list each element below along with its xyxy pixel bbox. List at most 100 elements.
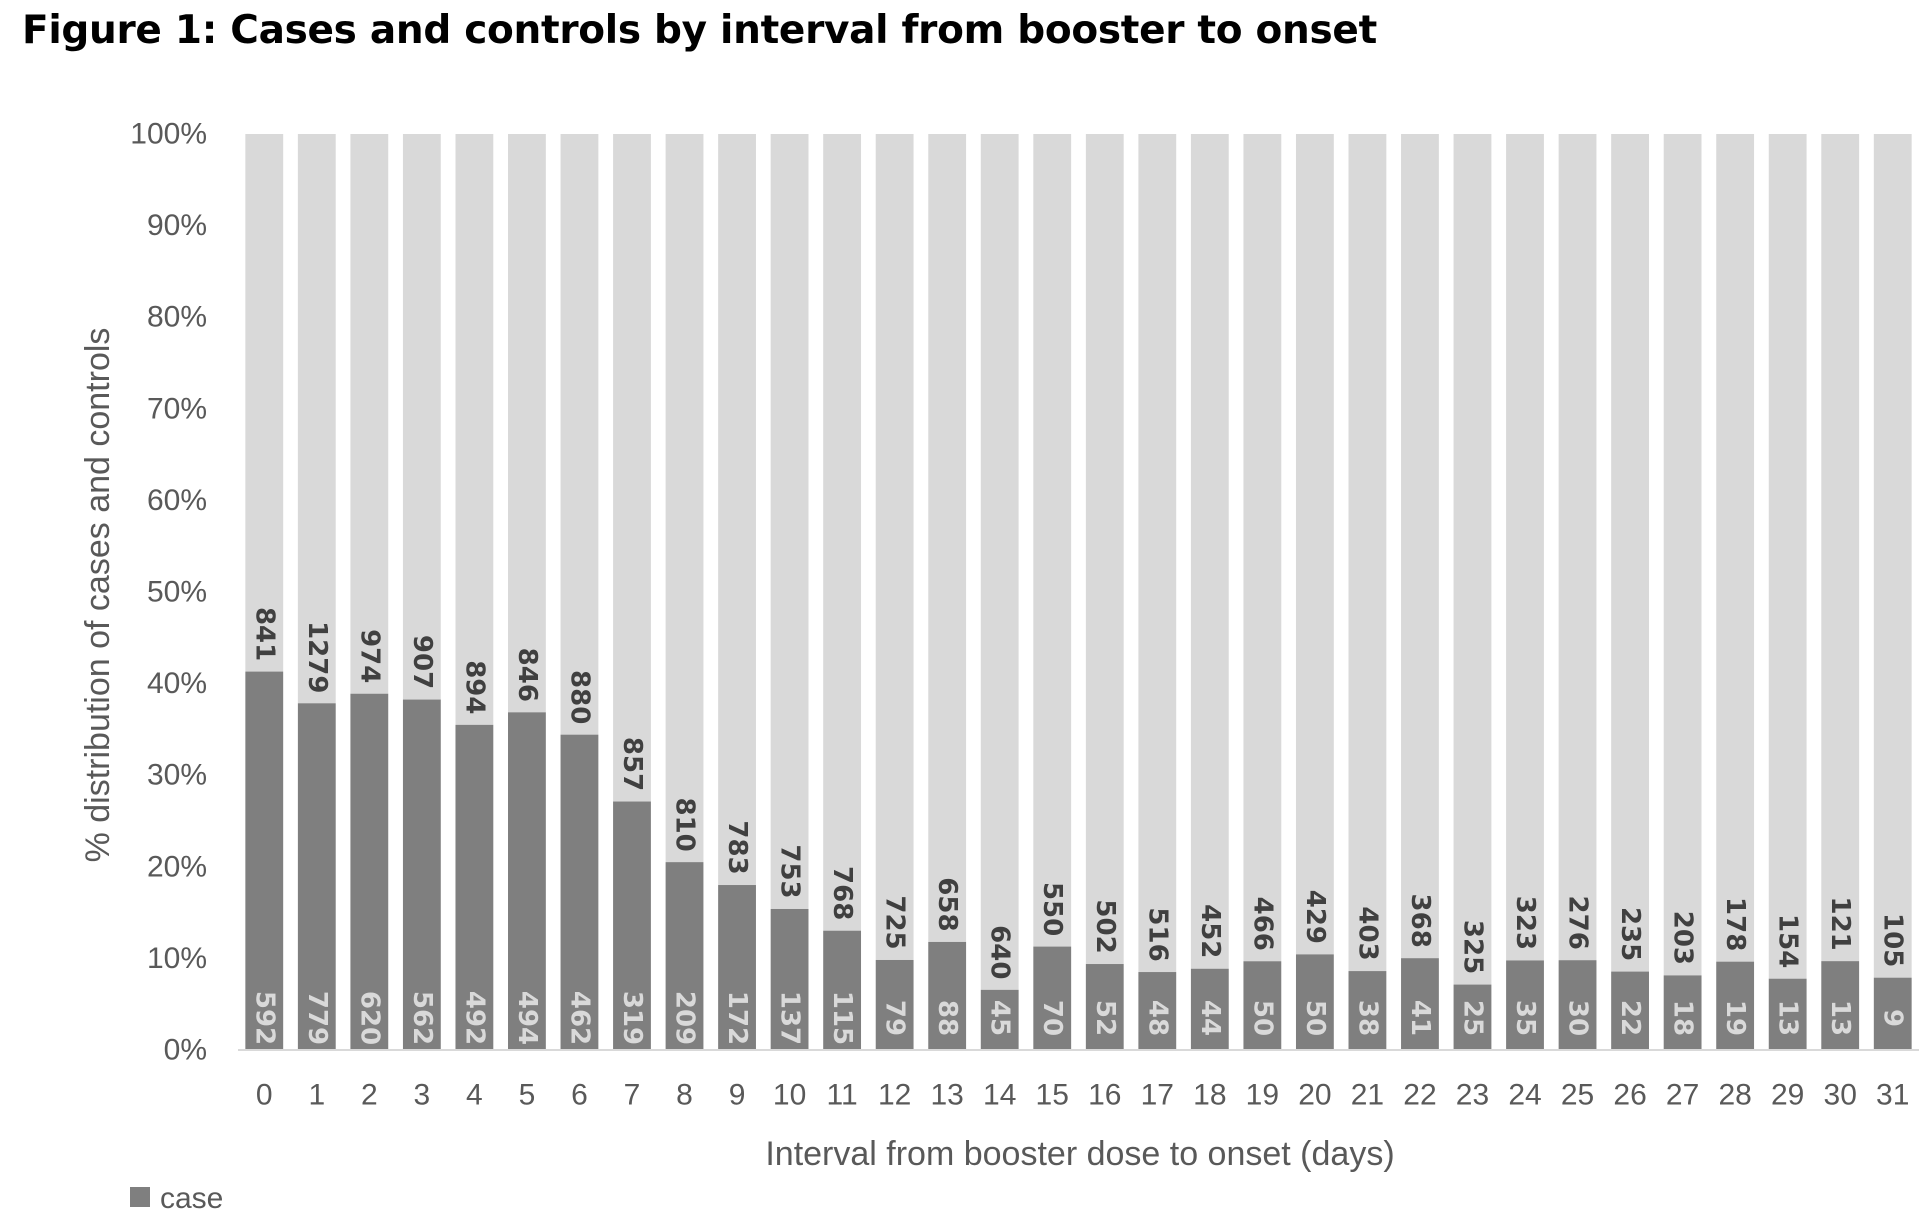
data-label-control-9: 783 [722,820,752,874]
data-label-case-7: 319 [617,991,647,1045]
data-label-case-27: 18 [1668,1000,1698,1036]
data-label-control-31: 105 [1878,913,1908,967]
bar-control-16 [1085,134,1124,965]
x-tick-label: 14 [983,1079,1016,1112]
bar-case-16 [1085,964,1124,1050]
x-tick-label: 30 [1824,1079,1857,1112]
data-label-control-20: 429 [1300,890,1330,944]
data-label-case-17: 48 [1142,1000,1172,1036]
y-tick-label: 0% [164,1034,207,1067]
x-tick-label: 24 [1508,1079,1541,1112]
bar-control-31 [1873,134,1912,978]
x-tick-label: 23 [1456,1079,1489,1112]
data-label-case-30: 13 [1825,1000,1855,1036]
data-label-control-27: 203 [1668,911,1698,965]
bar-case-5 [508,712,546,1050]
bar-case-1 [297,703,336,1050]
x-tick-label: 17 [1141,1079,1174,1112]
x-tick-label: 27 [1666,1079,1699,1112]
bar-case-23 [1453,984,1492,1050]
bar-control-27 [1663,134,1702,976]
x-tick-label: 6 [571,1079,588,1112]
bar-control-25 [1558,134,1597,961]
data-label-case-14: 45 [985,1000,1015,1036]
bar-control-3 [402,134,441,700]
bar-control-9 [718,134,756,886]
bar-case-17 [1138,972,1177,1050]
data-label-case-26: 22 [1615,1000,1645,1036]
data-label-case-3: 562 [407,991,437,1045]
y-tick-label: 30% [147,759,207,792]
data-label-case-9: 172 [722,991,752,1045]
y-axis-ticks: 0% 10% 20% 30% 40% 50% 60% 70% 80% 90% 100% [130,118,207,1067]
data-label-control-1: 1279 [302,621,332,693]
x-tick-label: 5 [519,1079,536,1112]
x-tick-label: 26 [1613,1079,1646,1112]
data-label-case-31: 9 [1878,1009,1908,1027]
x-tick-label: 2 [361,1079,378,1112]
bar-control-6 [560,134,599,735]
data-label-case-10: 137 [775,991,805,1045]
y-tick-label: 50% [147,576,207,609]
data-label-control-25: 276 [1563,896,1593,950]
data-label-control-23: 325 [1457,920,1487,974]
legend-swatch-case [130,1187,150,1207]
data-label-case-16: 52 [1090,1000,1120,1036]
bar-control-8 [665,134,704,863]
x-axis-ticks: 0 1 2 3 4 5 6 7 8 9 10 11 12 13 14 15 16 17 18 19 20 21 22 23 24… [256,1079,1910,1112]
data-label-case-5: 494 [512,991,542,1045]
x-tick-label: 7 [624,1079,641,1112]
data-label-control-28: 178 [1720,897,1750,951]
bar-control-14 [980,134,1019,990]
x-tick-label: 11 [827,1079,858,1112]
x-tick-label: 12 [878,1079,911,1112]
bar-case-4 [455,724,494,1050]
y-tick-label: 60% [147,484,207,517]
data-label-control-0: 841 [249,607,279,661]
data-label-case-23: 25 [1457,1000,1487,1036]
bar-case-19 [1243,961,1282,1050]
legend-label-case: case [160,1182,223,1215]
data-label-case-1: 779 [302,991,332,1045]
data-label-control-12: 725 [880,895,910,949]
data-label-case-2: 620 [354,991,384,1045]
data-label-control-2: 974 [354,629,384,683]
x-tick-label: 19 [1246,1079,1279,1112]
data-label-case-19: 50 [1247,1000,1277,1036]
data-label-control-8: 810 [670,797,700,851]
y-tick-label: 90% [147,209,207,242]
bar-case-6 [560,734,599,1050]
bar-control-17 [1138,134,1177,973]
data-label-case-12: 79 [880,1000,910,1036]
data-label-control-7: 857 [617,737,647,791]
x-tick-label: 25 [1561,1079,1594,1112]
data-label-control-10: 753 [775,844,805,898]
x-tick-label: 9 [729,1079,746,1112]
bar-case-18 [1190,968,1229,1050]
data-label-case-15: 70 [1037,1000,1067,1036]
bar-control-7 [613,134,651,802]
data-label-control-15: 550 [1037,882,1067,936]
y-tick-label: 100% [130,118,207,151]
data-label-control-24: 323 [1510,896,1540,950]
data-label-control-19: 466 [1247,897,1277,951]
y-tick-label: 20% [147,850,207,883]
bar-control-22 [1401,134,1439,959]
bar-control-29 [1768,134,1807,979]
data-label-case-13: 88 [932,1000,962,1036]
x-tick-label: 10 [773,1079,806,1112]
bar-case-15 [1033,946,1072,1050]
bar-case-20 [1295,954,1334,1050]
bar-case-12 [875,959,914,1050]
x-tick-label: 18 [1193,1079,1226,1112]
bar-control-26 [1611,134,1649,972]
data-label-case-4: 492 [459,991,489,1045]
bar-case-22 [1401,958,1439,1050]
x-tick-label: 21 [1351,1079,1384,1112]
data-label-control-21: 403 [1352,906,1382,960]
data-label-case-29: 13 [1773,1000,1803,1036]
bar-case-11 [823,930,862,1050]
bar-control-18 [1190,134,1229,969]
data-label-case-18: 44 [1195,1000,1225,1036]
x-tick-label: 31 [1876,1079,1909,1112]
